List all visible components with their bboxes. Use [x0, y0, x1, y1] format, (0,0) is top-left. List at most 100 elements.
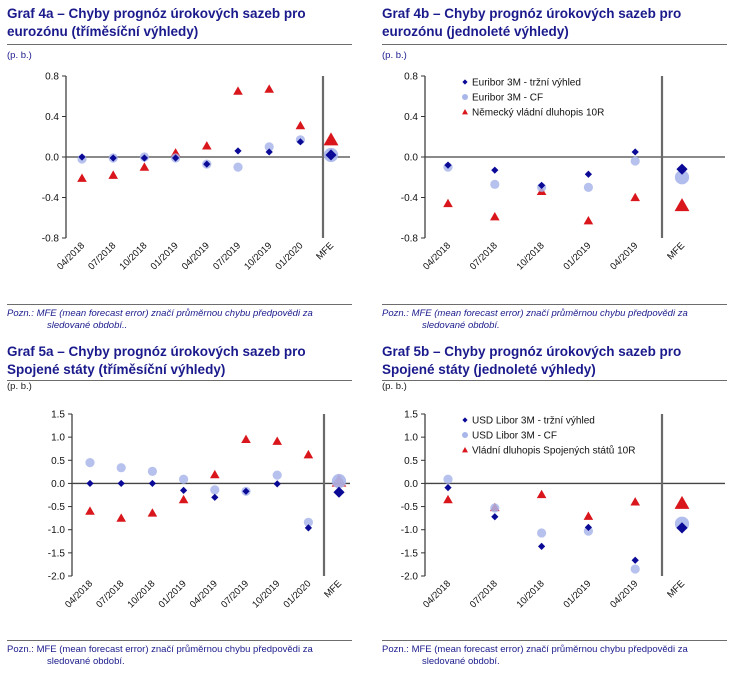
data-point-triangle [674, 495, 690, 509]
title-line-2: eurozónu (jednoleté výhledy) [382, 24, 569, 39]
x-tick-label: 01/2019 [561, 578, 593, 610]
data-point-triangle [272, 436, 282, 445]
data-point-triangle [210, 469, 220, 479]
data-point-diamond [333, 486, 345, 498]
y-tick-label: -0.5 [401, 502, 419, 513]
chart-title: Graf 4b – Chyby prognóz úrokových sazeb … [382, 5, 727, 41]
data-point-triangle [85, 506, 95, 515]
unit-label: (p. b.) [382, 50, 407, 61]
data-point-circle [264, 142, 274, 152]
note-divider [382, 640, 727, 641]
y-tick-label: -0.4 [401, 193, 419, 204]
y-tick-label: 0.8 [404, 72, 418, 83]
data-point-circle [233, 162, 243, 172]
data-point-triangle [443, 494, 453, 504]
data-point-diamond [203, 160, 211, 168]
chart-4b: -0.8 -0.4 0.0 0.4 0.8 04/2018 07/2018 10/2018 01… [401, 72, 725, 272]
data-point-circle [583, 182, 593, 192]
y-tick-label: 0.0 [404, 479, 418, 490]
data-point-diamond [444, 483, 452, 492]
legend-marker-circle [462, 432, 468, 438]
x-tick-label: 07/2018 [94, 578, 126, 610]
data-point-diamond [109, 154, 117, 162]
legend-label: USD Libor 3M - tržní výhled [472, 416, 595, 427]
chart-note: Pozn.: MFE (mean forecast error) značí p… [7, 308, 352, 332]
data-point-diamond [584, 170, 592, 178]
data-point-triangle [241, 434, 251, 444]
chart-note: Pozn.: MFE (mean forecast error) značí p… [382, 644, 727, 668]
note-text: MFE (mean forecast error) značí průměrno… [411, 644, 688, 655]
note-text-line-2: sledované období. [422, 320, 500, 331]
data-point-diamond [491, 513, 499, 521]
data-point-triangle [443, 198, 453, 208]
x-tick-label: 10/2018 [117, 240, 149, 272]
x-tick-label: 07/2018 [468, 578, 500, 610]
x-tick-label: MFE [665, 578, 687, 600]
legend-marker-triangle [462, 447, 468, 453]
data-point-triangle [202, 141, 212, 150]
y-tick-label: 0.4 [45, 112, 59, 123]
x-tick-label: 01/2020 [273, 240, 305, 272]
legend-marker-triangle [462, 109, 468, 115]
data-point-circle [331, 473, 347, 489]
note-text: MFE (mean forecast error) značí průměrno… [411, 308, 688, 319]
x-tick-label: MFE [665, 240, 687, 262]
x-tick-label: 04/2019 [608, 240, 640, 272]
note-text-line-2: sledované období.. [47, 320, 128, 331]
y-tick-label: 0.8 [45, 72, 59, 83]
data-point-triangle [116, 513, 126, 522]
data-point-diamond [148, 479, 156, 488]
y-tick-label: -1.5 [48, 548, 66, 559]
data-point-circle [147, 466, 157, 476]
data-point-triangle [139, 162, 150, 171]
data-point-circle [272, 470, 282, 480]
title-line-1: Graf 4b – Chyby prognóz úrokových sazeb … [382, 6, 682, 21]
x-tick-label: 01/2019 [149, 240, 181, 272]
x-tick-label: 04/2019 [180, 240, 212, 272]
note-text: MFE (mean forecast error) značí průměrno… [36, 308, 313, 319]
y-tick-label: 1.5 [51, 410, 65, 421]
y-tick-label: -0.4 [42, 193, 60, 204]
note-divider [382, 304, 727, 305]
data-point-diamond [296, 138, 304, 146]
data-point-triangle [295, 120, 306, 130]
x-tick-label: 07/2018 [86, 240, 118, 272]
data-point-diamond [211, 493, 219, 501]
data-point-circle [583, 526, 593, 536]
legend-marker-circle [462, 94, 468, 100]
data-point-circle [85, 458, 95, 468]
data-point-triangle [630, 192, 640, 202]
chart-title: Graf 5b – Chyby prognóz úrokových sazeb … [382, 343, 727, 379]
data-point-triangle [108, 170, 118, 179]
data-point-diamond [631, 556, 639, 564]
y-tick-label: 0.4 [404, 112, 418, 123]
x-tick-label: 07/2019 [219, 578, 251, 610]
unit-label: (p. b.) [7, 381, 32, 392]
data-point-diamond [180, 486, 188, 494]
panel-graf-5b: Graf 5b – Chyby prognóz úrokových sazeb … [382, 340, 732, 679]
data-point-circle [674, 170, 690, 185]
data-point-circle [116, 463, 126, 473]
x-tick-label: 01/2019 [561, 240, 593, 272]
title-line-1: Graf 5b – Chyby prognóz úrokových sazeb … [382, 344, 682, 359]
chart-5b: -2.0 -1.5 -1.0 -0.5 0.0 0.5 1.0 1.5 04/2018 07/20… [401, 410, 725, 610]
data-point-diamond [538, 542, 546, 550]
data-point-triangle [264, 84, 274, 93]
title-divider [382, 44, 727, 45]
x-tick-label: 01/2020 [281, 578, 313, 610]
note-text: MFE (mean forecast error) značí průměrno… [36, 644, 313, 655]
data-point-triangle [178, 494, 189, 504]
y-tick-label: 1.0 [51, 433, 65, 444]
data-point-circle [537, 528, 547, 538]
x-tick-label: MFE [322, 578, 344, 600]
legend-label: Vládní dluhopis Spojených států 10R [472, 445, 635, 457]
x-tick-label: 04/2018 [55, 240, 87, 272]
title-line-2: Spojené státy (jednoleté výhledy) [382, 362, 596, 377]
data-point-diamond [234, 147, 242, 155]
data-point-triangle [674, 198, 690, 212]
y-tick-label: -0.8 [42, 234, 60, 245]
data-point-triangle [233, 86, 243, 95]
y-tick-label: 0.0 [51, 479, 65, 490]
title-line-1: Graf 5a – Chyby prognóz úrokových sazeb … [7, 344, 306, 359]
y-tick-label: -1.0 [401, 525, 419, 536]
